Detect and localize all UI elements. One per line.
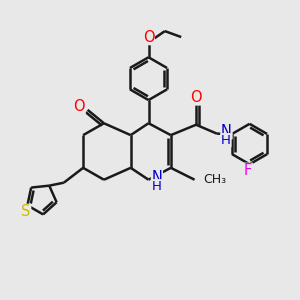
Text: O: O [190,90,202,105]
Text: F: F [244,163,252,178]
Text: N: N [152,170,162,185]
Text: N: N [221,124,232,139]
Text: O: O [74,99,85,114]
Text: H: H [152,180,161,193]
Text: CH₃: CH₃ [203,173,226,186]
Text: O: O [143,30,154,45]
Text: H: H [221,134,231,147]
Text: S: S [21,204,31,219]
